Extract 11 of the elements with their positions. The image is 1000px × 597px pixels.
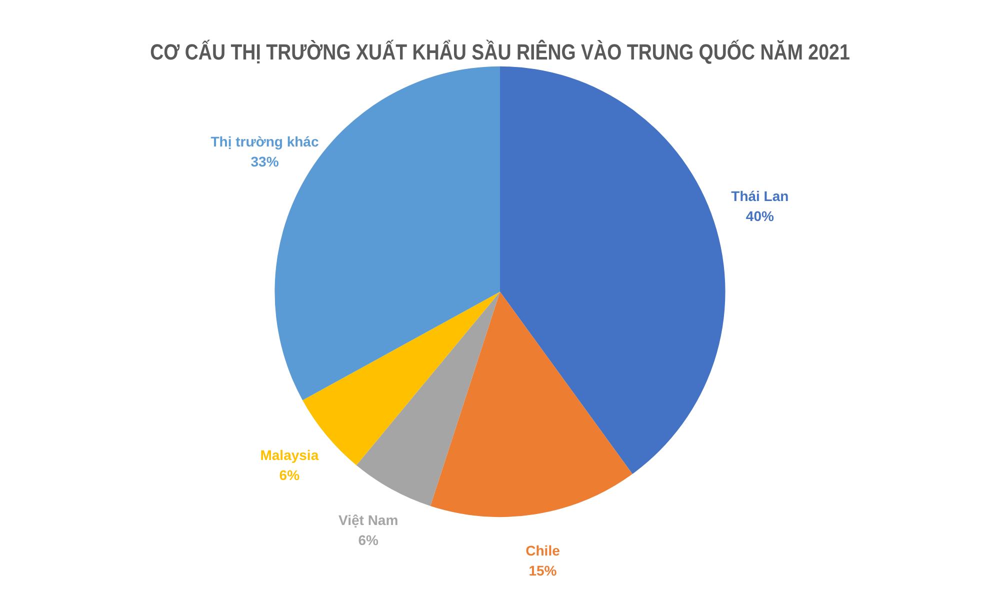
slice-label: Việt Nam [338, 512, 398, 528]
chart-title: CƠ CẤU THỊ TRƯỜNG XUẤT KHẨU SẦU RIÊNG VÀO TRUNG QUỐC NĂM 2021 [150, 38, 850, 65]
data-label: 33% [250, 153, 280, 170]
data-label: 6% [358, 532, 380, 548]
data-label: 6% [279, 466, 300, 483]
data-label: 15% [528, 562, 558, 578]
slice-label: Malaysia [260, 446, 319, 463]
slice-label: Chile [526, 542, 560, 558]
data-label: 40% [746, 208, 774, 224]
slice-label: Thái Lan [731, 188, 789, 204]
slice-label: Thị trường khác [210, 133, 319, 150]
